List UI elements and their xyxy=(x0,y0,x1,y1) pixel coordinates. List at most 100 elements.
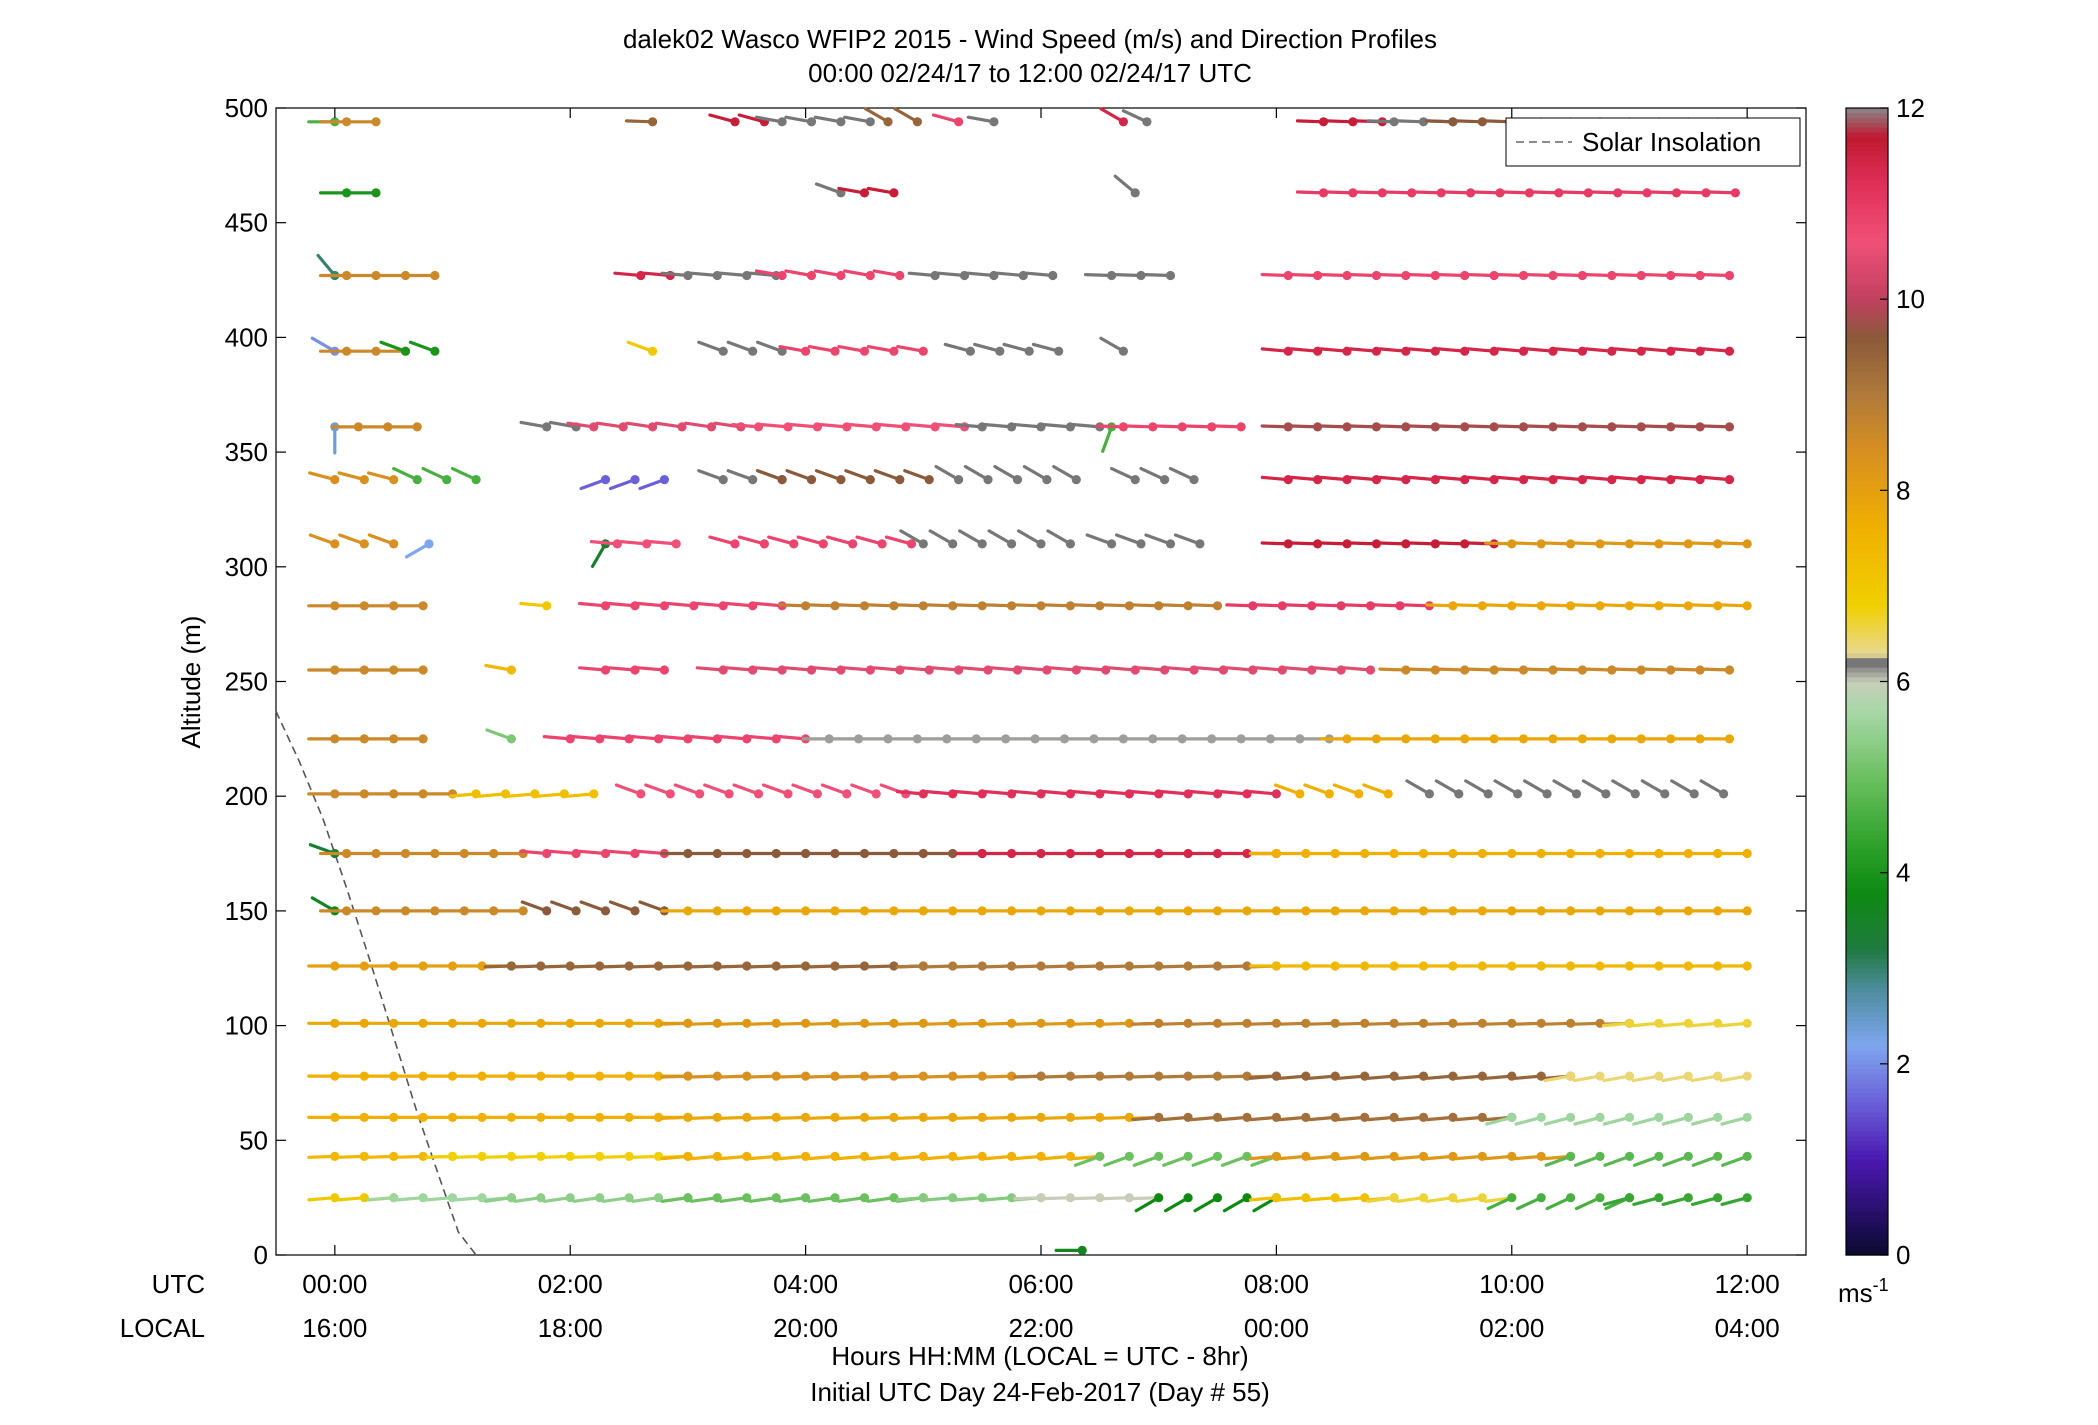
wind-barb xyxy=(1632,1193,1664,1207)
wind-barb xyxy=(520,900,552,916)
wind-barb xyxy=(660,848,693,859)
wind-barb-point xyxy=(1154,1071,1164,1081)
wind-barb xyxy=(1707,188,1740,198)
wind-barb xyxy=(1036,734,1070,744)
wind-barb xyxy=(348,117,381,127)
wind-barb-point xyxy=(1624,1193,1635,1203)
colorbar-slice xyxy=(1846,667,1888,673)
wind-barb xyxy=(1007,734,1040,744)
wind-barb-point xyxy=(1536,1112,1546,1122)
wind-barb-point xyxy=(1165,539,1176,549)
wind-barb-point xyxy=(389,1071,399,1081)
colorbar-slice xyxy=(1846,1087,1888,1094)
wind-barb xyxy=(836,1112,870,1122)
wind-barb xyxy=(755,469,787,485)
wind-barb-point xyxy=(918,1112,928,1122)
wind-barb-point xyxy=(330,789,340,799)
wind-barb xyxy=(1042,961,1075,971)
wind-barb-point xyxy=(1418,906,1429,916)
wind-barb-point xyxy=(777,475,787,485)
wind-barb xyxy=(1437,665,1470,675)
wind-barb-point xyxy=(1566,1193,1576,1203)
wind-barb xyxy=(719,1193,752,1203)
wind-barb-point xyxy=(1566,961,1576,971)
wind-barb xyxy=(1191,1151,1223,1167)
wind-barb-point xyxy=(801,906,811,916)
wind-barb-point xyxy=(1536,906,1546,916)
wind-barb xyxy=(1002,342,1034,356)
wind-barb-point xyxy=(618,422,628,432)
wind-barb xyxy=(1661,1071,1693,1083)
wind-barb xyxy=(1378,665,1411,675)
wind-barb xyxy=(450,467,481,485)
wind-barb xyxy=(1690,539,1723,549)
wind-barb-point xyxy=(1301,906,1311,916)
wind-barb xyxy=(866,906,899,916)
colorbar-slice xyxy=(1846,519,1888,525)
wind-barb-point xyxy=(447,1112,458,1122)
colorbar-slice xyxy=(1846,848,1888,855)
wind-barb-point xyxy=(948,1018,958,1028)
wind-barb-point xyxy=(1683,1071,1693,1081)
wind-barb xyxy=(1042,1071,1075,1081)
wind-barb xyxy=(542,1193,575,1203)
wind-barb-point xyxy=(359,789,369,799)
wind-barb-point xyxy=(859,848,870,859)
wind-barb xyxy=(754,115,787,127)
colorbar-slice xyxy=(1846,834,1888,840)
wind-barb xyxy=(1278,961,1311,971)
wind-barb-point xyxy=(565,1193,575,1203)
wind-barb xyxy=(1601,961,1635,971)
wind-barb-point xyxy=(1118,346,1128,356)
wind-barb xyxy=(983,961,1017,971)
wind-barb-point xyxy=(1154,1151,1164,1161)
wind-barb xyxy=(1219,848,1252,859)
wind-barb-point xyxy=(1336,601,1346,611)
wind-barb xyxy=(542,1071,575,1081)
wind-barb xyxy=(1319,270,1352,281)
wind-barb xyxy=(1572,601,1605,611)
wind-barb xyxy=(993,465,1023,485)
wind-barb-point xyxy=(1566,1151,1576,1161)
wind-barb xyxy=(1466,270,1499,281)
wind-barb-point xyxy=(624,1018,634,1028)
colorbar-slice xyxy=(1846,1063,1888,1070)
colorbar-slice xyxy=(1846,1178,1888,1184)
wind-barb-point xyxy=(912,734,923,744)
colorbar-slice xyxy=(1846,1011,1888,1017)
wind-barb-point xyxy=(330,539,340,549)
wind-barb xyxy=(807,961,840,971)
wind-barb xyxy=(572,1071,605,1081)
wind-barb xyxy=(820,783,852,799)
wind-barb-point xyxy=(1448,601,1458,611)
wind-barb xyxy=(807,601,840,611)
colorbar-slice xyxy=(1846,394,1888,401)
wind-barb-point xyxy=(742,1071,752,1081)
wind-barb xyxy=(830,734,864,744)
wind-barb xyxy=(1554,734,1587,744)
wind-barb-point xyxy=(589,422,599,432)
wind-barb-point xyxy=(506,1018,516,1028)
wind-barb xyxy=(1163,1193,1193,1213)
wind-barb-point xyxy=(1371,422,1381,432)
wind-barb-point xyxy=(1401,270,1411,281)
wind-barb-point xyxy=(1271,789,1281,799)
colorbar-slice xyxy=(1846,1049,1888,1055)
wind-barb-point xyxy=(1313,270,1323,281)
wind-barb-point xyxy=(1095,961,1105,971)
wind-barb-point xyxy=(653,1112,664,1122)
wind-barb xyxy=(1313,601,1346,611)
wind-barb-point xyxy=(1036,1018,1046,1028)
colorbar-slice xyxy=(1846,729,1888,735)
colorbar-slice xyxy=(1846,791,1888,797)
wind-barb xyxy=(1095,734,1128,744)
wind-barb-point xyxy=(912,117,923,127)
colorbar-slice xyxy=(1846,1001,1888,1008)
wind-barb xyxy=(777,1071,811,1081)
wind-barb-point xyxy=(1036,1112,1046,1122)
wind-barb xyxy=(1584,734,1617,744)
wind-barb-point xyxy=(1313,539,1323,549)
wind-barb-point xyxy=(824,734,834,744)
wind-barb xyxy=(1248,1018,1281,1028)
wind-barb-point xyxy=(1042,475,1052,485)
